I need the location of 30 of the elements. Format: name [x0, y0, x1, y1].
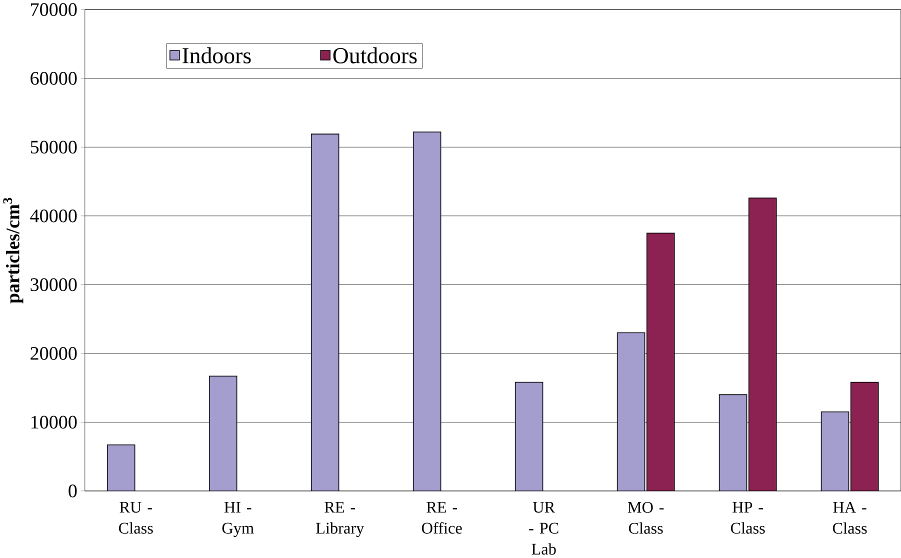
y-tick-label: 60000: [30, 72, 77, 85]
bar: [646, 232, 675, 492]
y-tick-label: 0: [68, 484, 77, 498]
bar: [616, 332, 646, 492]
bar: [106, 444, 136, 492]
bar: [208, 376, 238, 492]
bar: [850, 382, 879, 492]
y-tick-label: 20000: [30, 347, 77, 360]
x-tick-label: RE - Office: [422, 502, 462, 534]
x-tick-label: HI - Gym: [222, 502, 254, 538]
x-tick-label: RE - Library: [316, 502, 364, 538]
text: particles/cm$^{3}$: [3, 198, 24, 304]
y-tick-label: 70000: [31, 3, 77, 16]
x-tick-label: MO - Class: [628, 502, 664, 534]
bar: [718, 394, 748, 492]
y-tick-label: 40000: [30, 210, 77, 222]
bar: [310, 134, 340, 492]
legend-label: Indoors: [182, 47, 251, 64]
legend-label: Outdoors: [333, 47, 417, 64]
bar: [820, 412, 850, 492]
y-tick-label: 30000: [30, 278, 77, 292]
bar: [514, 382, 544, 492]
bar: [748, 198, 777, 492]
x-tick-label: RU - Class: [118, 502, 153, 534]
x-tick-label: HP - Class: [730, 502, 765, 534]
x-tick-label: HA - Class: [832, 502, 867, 534]
bar: [412, 132, 442, 492]
y-tick-label: 10000: [31, 416, 77, 429]
y-tick-label: 50000: [30, 140, 77, 154]
x-tick-label: UR - PC Lab: [529, 502, 558, 555]
